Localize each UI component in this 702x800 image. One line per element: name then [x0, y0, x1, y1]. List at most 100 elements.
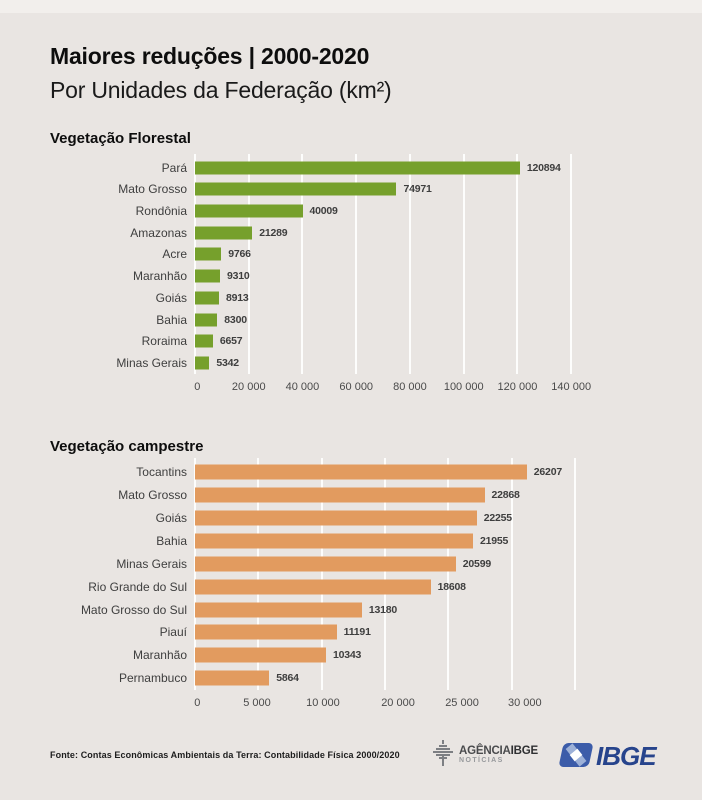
- bar: [195, 247, 222, 261]
- bar-track: 5864: [195, 667, 590, 690]
- axis-tick-label: 40 000: [285, 380, 320, 393]
- axis-tick-label: 20 000: [381, 696, 415, 709]
- bar-row: Bahia 8300: [50, 309, 660, 331]
- value-label: 8913: [225, 291, 249, 304]
- category-label: Bahia: [156, 312, 187, 327]
- gridline: [447, 457, 450, 690]
- gridline: [247, 153, 250, 374]
- axis-tick-label: 25 000: [445, 696, 479, 709]
- source-note: Fonte: Contas Econômicas Ambientais da T…: [50, 750, 400, 761]
- ibge-block-icon: IBGE: [559, 741, 658, 769]
- gridline: [355, 153, 358, 374]
- bar: [195, 182, 397, 196]
- bar: [195, 204, 303, 218]
- value-label: 6657: [219, 335, 243, 348]
- value-label: 21955: [479, 534, 509, 547]
- gridline: [408, 153, 411, 374]
- gridlines: [194, 153, 590, 374]
- category-label: Maranhão: [132, 648, 187, 663]
- value-label: 26207: [533, 466, 562, 479]
- agency-tree-icon: [432, 739, 454, 771]
- axis-tick-label: 80 000: [393, 380, 427, 393]
- chart-title-forest: Vegetação Florestal: [50, 129, 191, 147]
- gridline: [257, 457, 260, 690]
- page-title: Maiores reduções | 2000-2020: [50, 43, 370, 69]
- chart-rows: Tocantins 26207 Mato Grosso 22868 Goiás 22255…: [50, 457, 660, 690]
- bar: [195, 602, 362, 618]
- value-label: 9310: [227, 270, 250, 283]
- bar-row: Bahia 21955: [50, 529, 660, 552]
- bar-track: 74971: [195, 179, 590, 201]
- agency-ibge-word: IBGE: [510, 744, 539, 757]
- gridlines: [194, 457, 590, 690]
- bar: [195, 334, 213, 348]
- bar: [195, 269, 221, 283]
- value-label: 9766: [228, 248, 251, 261]
- bar: [195, 226, 253, 240]
- bar: [195, 579, 431, 595]
- axis-tick-label: 100 000: [443, 380, 484, 393]
- category-label: Pernambuco: [118, 671, 187, 686]
- category-label: Tocantins: [136, 465, 187, 480]
- x-axis: 0 5 000 10 000 20 000 25 000 30 000: [194, 690, 590, 714]
- bar-row: Mato Grosso 22868: [50, 484, 660, 507]
- value-label: 22255: [483, 511, 512, 524]
- bar-row: Piauí 11191: [50, 621, 660, 644]
- value-label: 13180: [368, 603, 398, 616]
- bar-track: 21289: [195, 222, 590, 244]
- value-label: 20599: [462, 557, 491, 570]
- agencia-ibge-logo: AGÊNCIAIBGE NOTÍCIAS: [432, 739, 538, 771]
- bar-track: 13180: [195, 598, 590, 621]
- agency-word: AGÊNCIA: [459, 744, 511, 757]
- bar-row: Rio Grande do Sul 18608: [50, 575, 660, 598]
- bar-track: 40009: [195, 200, 590, 222]
- gridline: [301, 153, 304, 374]
- category-label: Maranhão: [132, 269, 187, 284]
- agency-logo-text: AGÊNCIAIBGE NOTÍCIAS: [459, 745, 538, 765]
- agency-noticias-word: NOTÍCIAS: [459, 756, 504, 764]
- axis-tick-label: 5 000: [243, 696, 271, 709]
- bar-row: Mato Grosso 74971: [50, 179, 660, 201]
- bar-row: Goiás 22255: [50, 507, 660, 530]
- gridline: [573, 457, 576, 690]
- axis-tick-label: 60 000: [339, 380, 374, 393]
- logos: AGÊNCIAIBGE NOTÍCIAS IB: [432, 739, 660, 771]
- value-label: 5342: [216, 356, 239, 369]
- bar-track: 11191: [195, 621, 590, 644]
- gridline: [570, 153, 573, 374]
- chart-rows: Pará 120894 Mato Grosso 74971 Rondônia 40009 A…: [50, 153, 660, 374]
- category-label: Pará: [161, 160, 187, 175]
- value-label: 120894: [526, 161, 561, 174]
- axis-tick-label: 20 000: [231, 380, 266, 393]
- value-label: 5864: [276, 672, 299, 685]
- gridline: [462, 153, 465, 374]
- bar: [195, 670, 270, 686]
- value-label: 8300: [224, 313, 247, 326]
- top-strip: [0, 0, 702, 13]
- category-label: Minas Gerais: [116, 556, 187, 571]
- bar: [195, 533, 473, 549]
- bar-track: 22255: [195, 507, 590, 530]
- value-label: 74971: [403, 183, 432, 196]
- value-label: 18608: [437, 580, 466, 593]
- axis-tick-label: 0: [194, 696, 201, 709]
- bar-row: Pará 120894: [50, 157, 660, 179]
- bar: [195, 647, 326, 663]
- footer: Fonte: Contas Econômicas Ambientais da T…: [50, 739, 660, 771]
- axis-tick-label: 140 000: [551, 380, 592, 393]
- category-label: Roraima: [141, 334, 187, 349]
- bar-track: 10343: [195, 644, 590, 667]
- gridline: [320, 457, 323, 690]
- bar-track: 8300: [195, 309, 590, 331]
- gridline: [510, 457, 513, 690]
- bar-row: Maranhão 9310: [50, 265, 660, 287]
- category-label: Bahia: [156, 533, 187, 548]
- bar: [195, 161, 520, 175]
- bar-track: 22868: [195, 484, 590, 507]
- bar-row: Tocantins 26207: [50, 461, 660, 484]
- value-label: 21289: [259, 226, 288, 239]
- category-label: Amazonas: [130, 225, 187, 240]
- bar: [195, 624, 337, 640]
- bar-track: 20599: [195, 552, 590, 575]
